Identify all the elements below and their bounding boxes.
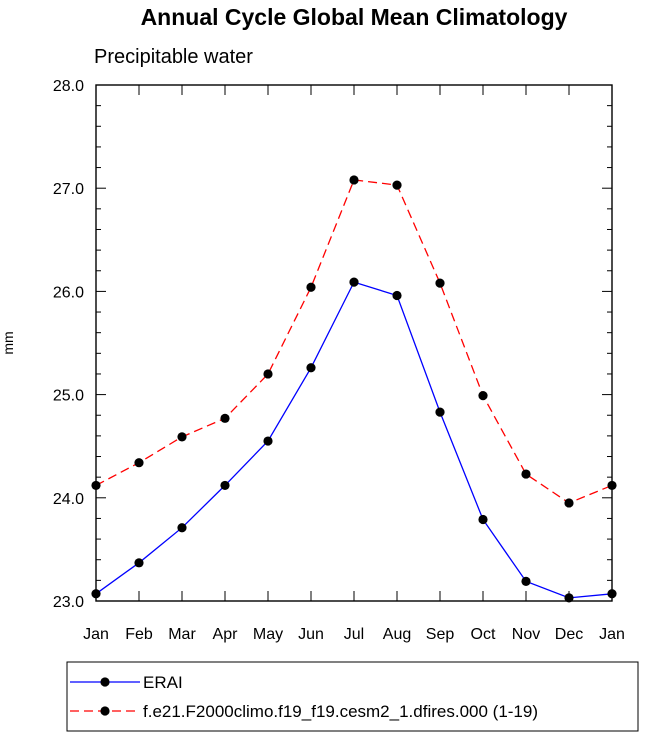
y-tick-label: 28.0	[53, 78, 84, 95]
data-point	[521, 576, 531, 586]
data-point	[263, 436, 273, 446]
data-point	[478, 391, 488, 401]
plot-area	[95, 84, 613, 602]
data-point	[306, 282, 316, 292]
x-tick-label: Jan	[599, 626, 625, 643]
legend-marker	[100, 706, 110, 716]
y-tick-label: 27.0	[53, 181, 84, 198]
series-line	[95, 281, 613, 599]
data-point	[134, 558, 144, 568]
y-tick-labels: 23.0 24.0 25.0 26.0 27.0 28.0	[53, 78, 84, 611]
data-point	[134, 458, 144, 468]
y-axis-label: mm	[0, 331, 16, 354]
data-point	[91, 480, 101, 491]
chart-title: Annual Cycle Global Mean Climatology	[141, 4, 568, 30]
data-point	[349, 175, 359, 185]
data-point	[220, 480, 230, 491]
x-tick-label: Apr	[213, 626, 239, 643]
x-tick-label: Jul	[344, 626, 364, 643]
x-tick-label: Dec	[555, 626, 583, 643]
legend-marker	[100, 677, 110, 687]
x-tick-label: Sep	[426, 626, 455, 643]
x-tick-label: Nov	[512, 626, 540, 643]
x-tick-label: Feb	[125, 626, 153, 643]
data-point	[177, 523, 187, 533]
series-0	[91, 277, 617, 603]
x-tick-label: Mar	[168, 626, 196, 643]
data-point	[435, 278, 445, 288]
y-tick-label: 25.0	[53, 388, 84, 405]
x-tick-label: Oct	[471, 626, 496, 643]
data-point	[91, 589, 101, 599]
legend-label: ERAI	[143, 673, 183, 692]
data-point	[392, 180, 402, 190]
data-point	[349, 277, 359, 287]
data-point	[564, 498, 574, 508]
legend-items: ERAI f.e21.F2000climo.f19_f19.cesm2_1.dfi…	[70, 673, 538, 721]
data-point	[392, 290, 402, 301]
series-line	[95, 179, 613, 504]
data-point	[177, 432, 187, 442]
data-point	[263, 369, 273, 379]
x-tick-label: Jan	[83, 626, 109, 643]
x-tick-labels: Jan Feb Mar Apr May Jun Jul Aug Sep Oct Nov Dec Jan	[83, 626, 625, 643]
data-point	[607, 589, 617, 599]
axis-ticks	[95, 84, 613, 602]
legend-label: f.e21.F2000climo.f19_f19.cesm2_1.dfires.…	[143, 702, 538, 721]
data-point	[435, 407, 445, 417]
data-point	[306, 363, 316, 373]
chart-subtitle: Precipitable water	[94, 46, 253, 68]
y-tick-label: 26.0	[53, 284, 84, 301]
series-1	[91, 175, 617, 508]
legend: ERAI f.e21.F2000climo.f19_f19.cesm2_1.dfi…	[66, 661, 639, 732]
x-tick-label: Jun	[298, 626, 324, 643]
data-point	[607, 480, 617, 491]
data-point	[220, 413, 230, 423]
x-tick-label: Aug	[383, 626, 411, 643]
y-tick-label: 23.0	[53, 594, 84, 611]
data-point	[521, 469, 531, 479]
data-point	[478, 514, 488, 525]
series-layer	[91, 175, 617, 603]
y-tick-label: 24.0	[53, 491, 84, 508]
legend-box	[66, 661, 639, 732]
x-tick-label: May	[253, 626, 283, 643]
data-point	[564, 593, 574, 603]
